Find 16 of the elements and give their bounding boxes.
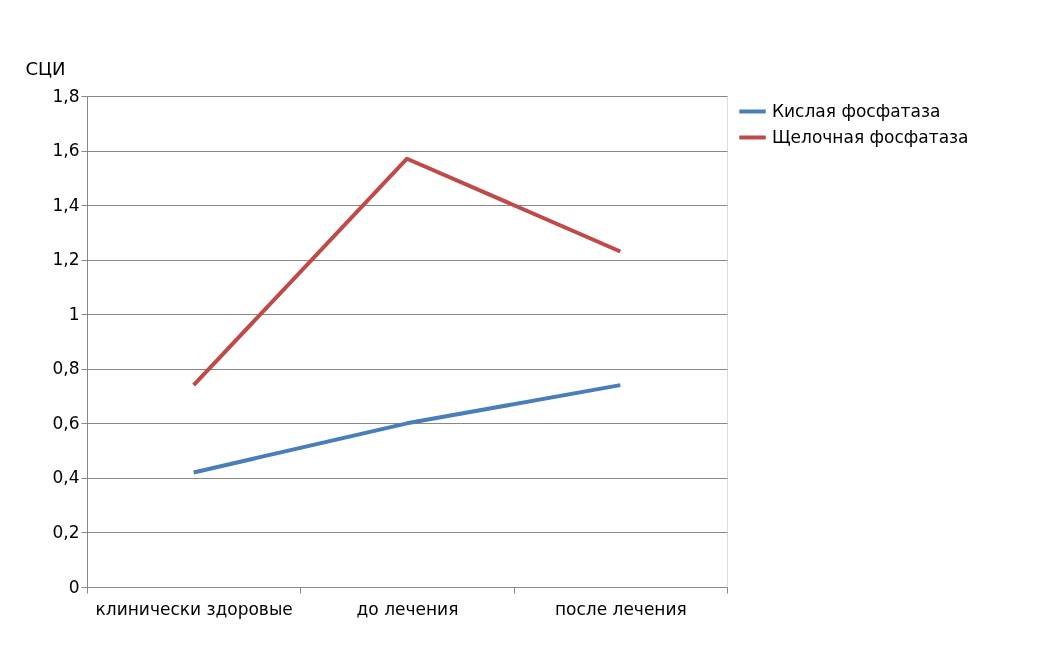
y-tick-label: 0,6 (52, 412, 80, 433)
x-tick-label: клинически здоровые (95, 598, 293, 619)
x-tick-label: после лечения (554, 598, 687, 619)
y-tick-label: 1,2 (52, 249, 80, 270)
y-tick-label: 0 (68, 576, 80, 597)
y-tick-label: 0,2 (52, 521, 80, 542)
y-tick-label: 1,8 (52, 85, 80, 106)
legend-label: Щелочная фосфатаза (772, 126, 969, 147)
y-axis-title: СЦИ (25, 57, 66, 79)
y-tick-label: 0,4 (52, 467, 80, 488)
y-tick-label: 1,4 (52, 194, 80, 215)
y-tick-label: 0,8 (52, 358, 80, 379)
y-tick-label: 1 (68, 303, 80, 324)
y-tick-label: 1,6 (52, 140, 80, 161)
x-tick-label: до лечения (356, 598, 459, 619)
legend-label: Кислая фосфатаза (772, 100, 941, 121)
